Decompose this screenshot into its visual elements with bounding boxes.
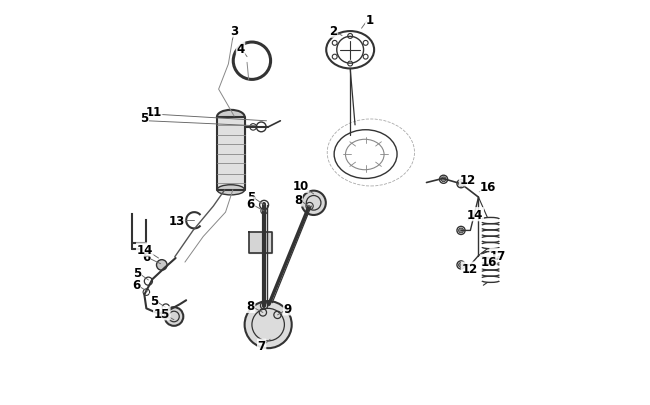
Circle shape (441, 177, 446, 182)
Circle shape (244, 301, 292, 348)
Text: 1: 1 (365, 14, 374, 27)
Text: 16: 16 (480, 255, 497, 268)
Polygon shape (250, 233, 272, 253)
Circle shape (164, 307, 183, 326)
Text: 5: 5 (246, 190, 255, 203)
Ellipse shape (217, 111, 244, 124)
Text: 11: 11 (146, 106, 162, 119)
Text: 7: 7 (257, 339, 266, 352)
Ellipse shape (217, 185, 244, 196)
Text: 5: 5 (140, 112, 148, 125)
Text: 5: 5 (150, 294, 158, 307)
Text: 17: 17 (490, 249, 506, 262)
Circle shape (157, 260, 167, 271)
Text: 14: 14 (467, 208, 484, 221)
Circle shape (458, 263, 463, 268)
Text: 4: 4 (237, 43, 244, 56)
Text: 8: 8 (246, 300, 255, 313)
Text: 8: 8 (294, 194, 302, 207)
Text: 16: 16 (480, 181, 497, 194)
Text: 6: 6 (246, 198, 255, 211)
Polygon shape (217, 117, 244, 190)
Circle shape (458, 182, 463, 187)
Text: 13: 13 (168, 214, 185, 227)
Text: 10: 10 (292, 180, 309, 193)
Text: 12: 12 (460, 173, 476, 186)
Text: 3: 3 (230, 25, 238, 38)
Text: 6: 6 (142, 250, 150, 263)
Circle shape (458, 228, 463, 233)
Text: 9: 9 (283, 302, 292, 315)
Circle shape (302, 191, 326, 215)
Text: 15: 15 (153, 307, 170, 320)
Text: 12: 12 (462, 262, 478, 275)
Text: 5: 5 (133, 266, 141, 279)
Text: 2: 2 (329, 25, 337, 38)
Text: 6: 6 (132, 279, 140, 292)
Text: 14: 14 (136, 243, 153, 256)
